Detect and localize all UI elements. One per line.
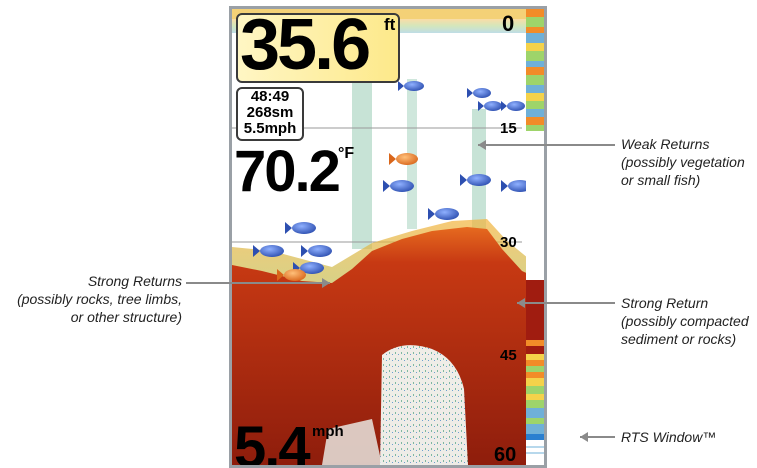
depth-unit: ft bbox=[384, 15, 396, 34]
annotation-detail: or other structure) bbox=[70, 309, 182, 325]
speed-unit: mph bbox=[312, 423, 344, 440]
depth-scale-60: 60 bbox=[494, 444, 517, 466]
fish-icon bbox=[253, 245, 284, 257]
annotation-title: Weak Returns bbox=[621, 136, 710, 152]
fish-icon bbox=[389, 153, 418, 165]
weak-return-column bbox=[352, 69, 372, 249]
annotation-title: RTS Window™ bbox=[621, 429, 717, 445]
fish-icon bbox=[478, 101, 502, 111]
nav-info-box: 48:49 268sm 5.5mph bbox=[236, 87, 304, 141]
annotation-strong-returns-left: Strong Returns (possibly rocks, tree lim… bbox=[6, 272, 182, 326]
depth-scale-30: 30 bbox=[500, 234, 517, 251]
annotation-rts-window: RTS Window™ bbox=[621, 428, 716, 446]
speed-value: 5.4 bbox=[234, 415, 311, 468]
rts-window bbox=[526, 9, 544, 465]
annotation-weak-returns: Weak Returns (possibly vegetation or sma… bbox=[621, 135, 745, 189]
fish-icon bbox=[460, 174, 491, 186]
depth-readout: 35.6 ft bbox=[236, 9, 400, 83]
fish-icon bbox=[277, 269, 306, 281]
annotation-detail: (possibly vegetation bbox=[621, 154, 745, 170]
annotation-strong-return-right: Strong Return (possibly compacted sedime… bbox=[621, 294, 749, 348]
fish-icon bbox=[383, 180, 414, 192]
annotation-detail: (possibly rocks, tree limbs, bbox=[17, 291, 182, 307]
depth-scale-45: 45 bbox=[500, 347, 517, 364]
fish-icon bbox=[428, 208, 459, 220]
sonar-screen: 35.6 ft 48:49 268sm 5.5mph 70.2 °F 5.4 m… bbox=[229, 6, 547, 468]
depth-scale-15: 15 bbox=[500, 120, 517, 137]
info-distance: 268sm bbox=[246, 104, 294, 121]
annotation-detail: (possibly compacted bbox=[621, 313, 749, 329]
sonar-display bbox=[232, 9, 544, 465]
water-temp-unit: °F bbox=[338, 145, 355, 162]
annotation-title: Strong Returns bbox=[87, 273, 182, 289]
annotation-detail: sediment or rocks) bbox=[621, 331, 737, 347]
bottom-void bbox=[380, 345, 468, 465]
depth-scale-0: 0 bbox=[502, 11, 515, 36]
water-temp-value: 70.2 bbox=[234, 139, 341, 204]
bottom-strong-return bbox=[232, 227, 544, 465]
depth-value: 35.6 bbox=[240, 6, 371, 85]
fish-icon bbox=[501, 101, 525, 111]
fish-icon bbox=[398, 81, 424, 91]
fish-icon bbox=[467, 88, 491, 98]
weak-return-column bbox=[472, 109, 486, 229]
info-time: 48:49 bbox=[250, 88, 290, 105]
fish-icon bbox=[301, 245, 332, 257]
annotation-detail: or small fish) bbox=[621, 172, 701, 188]
fish-icon bbox=[285, 222, 316, 234]
annotation-title: Strong Return bbox=[621, 295, 709, 311]
info-speed: 5.5mph bbox=[243, 120, 297, 137]
